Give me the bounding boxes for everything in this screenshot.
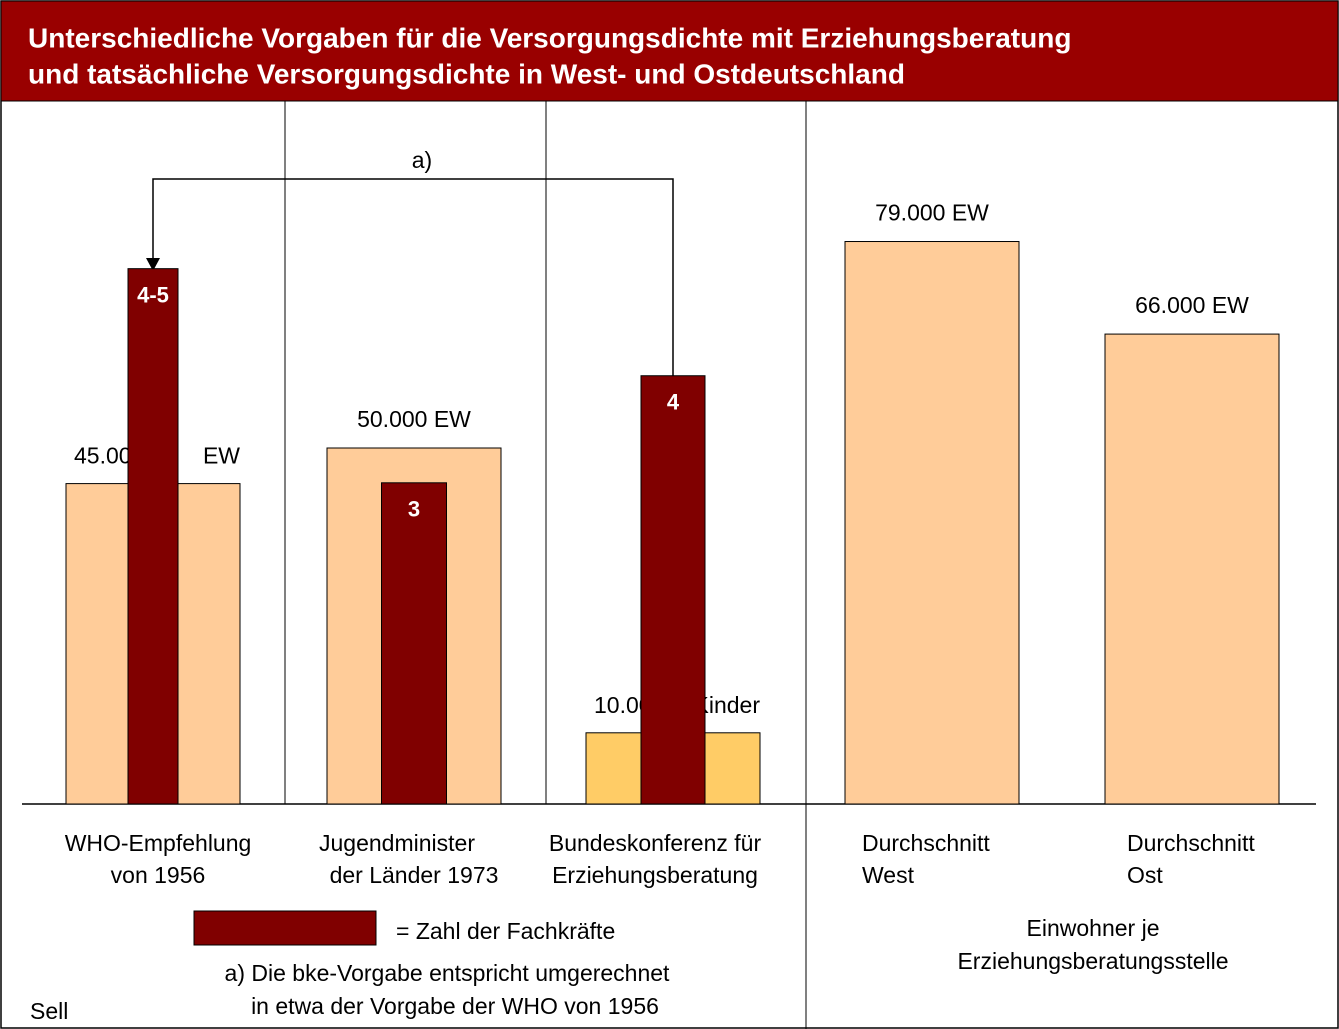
legend-label: = Zahl der Fachkräfte	[396, 918, 615, 944]
x-tick-label: Jugendminister	[319, 830, 475, 856]
chart-title: und tatsächliche Versorgungsdichte in We…	[28, 58, 905, 89]
group-caption: Erziehungsberatungsstelle	[957, 948, 1228, 974]
bar	[640, 375, 706, 805]
group-caption: Einwohner je	[1027, 915, 1160, 941]
footnote: in etwa der Vorgabe der WHO von 1956	[251, 993, 659, 1019]
x-tick-label: der Länder 1973	[330, 862, 499, 888]
value-label: 3	[408, 497, 420, 522]
x-tick-label: West	[862, 862, 915, 888]
title-band	[0, 0, 1339, 102]
bar	[127, 268, 179, 805]
chart-title: Unterschiedliche Vorgaben für die Versor…	[28, 22, 1071, 53]
bracket	[152, 178, 674, 376]
x-tick-label: Ost	[1127, 862, 1163, 888]
x-tick-label: Bundeskonferenz für	[549, 830, 762, 856]
value-label: 4-5	[137, 282, 169, 307]
bar	[844, 241, 1020, 805]
x-tick-label: von 1956	[111, 862, 206, 888]
annotation: a)	[412, 147, 432, 173]
legend-swatch	[193, 910, 377, 946]
bar	[1104, 333, 1280, 805]
arrow-head	[146, 258, 160, 271]
unit-label: EW	[203, 443, 240, 469]
source: Sell	[30, 998, 68, 1024]
value-label: 4	[667, 390, 680, 415]
x-tick-label: Erziehungsberatung	[552, 862, 758, 888]
value-label: 79.000 EW	[875, 200, 989, 226]
x-tick-label: WHO-Empfehlung	[65, 830, 252, 856]
value-label: 66.000 EW	[1135, 292, 1249, 318]
value-label: 50.000 EW	[357, 406, 471, 432]
x-tick-label: Durchschnitt	[1127, 830, 1255, 856]
footnote: a) Die bke-Vorgabe entspricht umgerechne…	[225, 960, 671, 986]
bar	[381, 482, 447, 805]
x-tick-label: Durchschnitt	[862, 830, 990, 856]
